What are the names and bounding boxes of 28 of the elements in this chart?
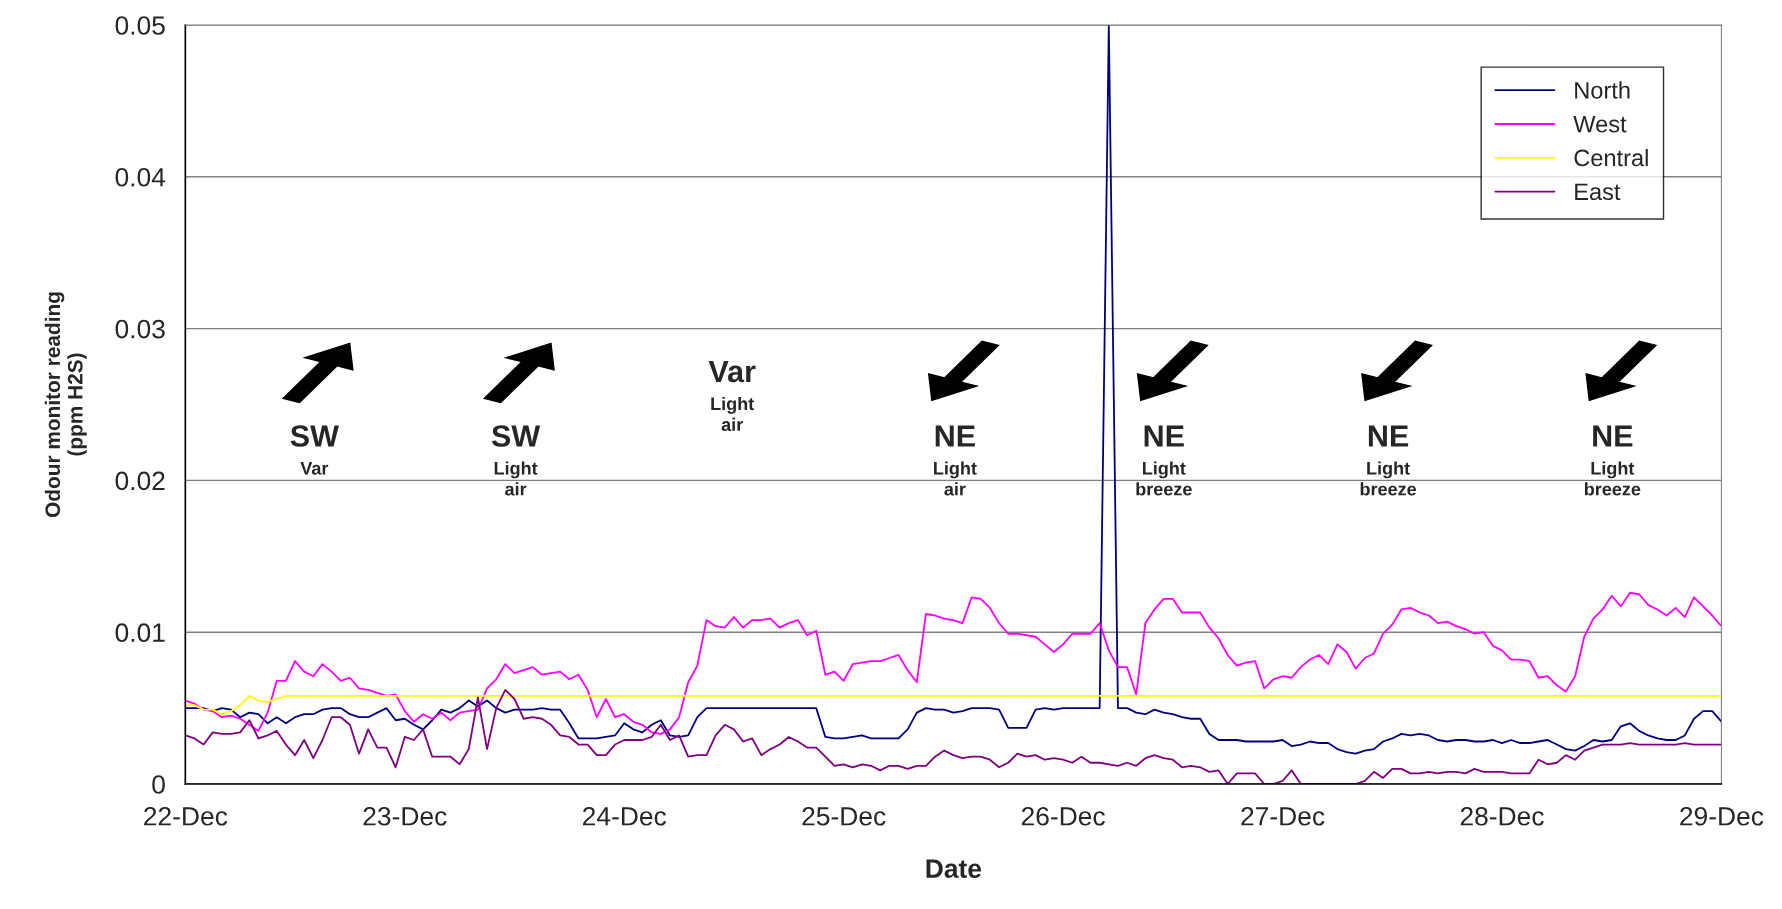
x-tick-label: 24-Dec (583, 806, 667, 826)
annotation: Var Light air (708, 361, 756, 432)
x-tick-label: 25-Dec (802, 806, 886, 826)
x-tick-label: 22-Dec (144, 806, 228, 826)
x-tick-label: 26-Dec (1021, 806, 1105, 826)
x-tick-label: 27-Dec (1241, 806, 1325, 826)
y-tick-label: 0 (152, 775, 165, 794)
annotation: NE Light breeze (1360, 425, 1417, 496)
legend-label: East (1575, 183, 1621, 201)
annotation: SW Light air (491, 425, 541, 496)
legend-label: North (1575, 81, 1630, 99)
y-tick-label: 0.05 (115, 16, 165, 35)
x-tick-label: 29-Dec (1680, 806, 1764, 826)
x-tick-label: 28-Dec (1460, 806, 1544, 826)
y-tick-label: 0.01 (115, 623, 165, 643)
annotation: NE Light breeze (1136, 425, 1192, 496)
annotation: NE Light breeze (1584, 425, 1641, 496)
y-tick-label: 0.04 (115, 167, 166, 187)
annotation: SW Var (290, 425, 339, 475)
x-tick-label: 23-Dec (363, 806, 447, 826)
y-axis-title: Odour monitor reading (ppm H2S) (44, 292, 87, 518)
y-tick-label: 0.03 (115, 319, 165, 339)
legend-label: Central (1574, 148, 1648, 167)
legend-label: West (1573, 116, 1627, 133)
annotation: NE Light air (934, 425, 977, 496)
line-series (185, 591, 1722, 735)
y-tick-label: 0.02 (115, 471, 165, 491)
x-axis-title: Date (926, 859, 982, 878)
